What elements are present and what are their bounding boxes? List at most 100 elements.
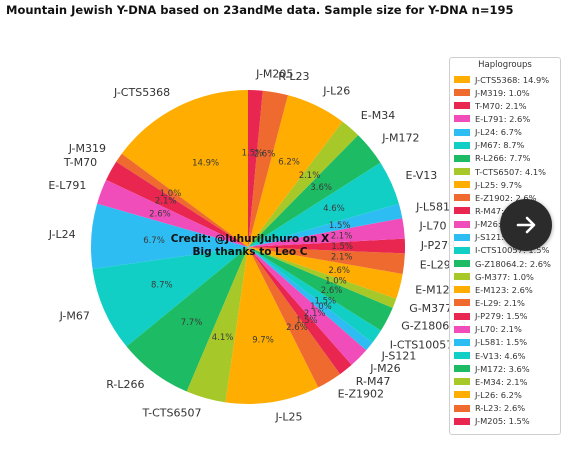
legend-item: J-L581: 1.5% [450,336,560,349]
legend-swatch [454,168,470,176]
legend-label: J-M319: 1.0% [475,87,530,98]
legend-item: E-L29: 2.1% [450,296,560,309]
category-label-e-m34: E-M34 [361,109,395,122]
pie-slice-j-m67 [92,247,248,347]
category-label-r-l266: R-L266 [106,378,144,391]
category-label-j-cts5368: J-CTS5368 [113,86,170,99]
pct-label-r-m47: 1.5% [296,316,318,326]
legend-label: J-M205: 1.5% [475,416,530,427]
pct-label-e-v13: 4.6% [323,204,345,214]
legend-item: E-M123: 2.6% [450,283,560,296]
pie-slice-g-z18064-2 [248,247,393,331]
legend-label: J-L26: 6.2% [475,389,522,400]
pct-label-e-l29: 2.1% [331,253,353,263]
pie-slice-j-m26 [248,247,367,365]
category-label-j-s121: J-S121 [381,350,417,363]
legend-swatch [454,417,470,425]
pct-label-j-cts5368: 14.9% [192,158,219,168]
credit-annotation: Credit: @JuhuriJuhuro on X Big thanks to… [140,233,360,258]
legend-item: E-M34: 2.1% [450,375,560,388]
legend-item: J-L70: 2.1% [450,323,560,336]
pie-slice-j-m319 [116,153,248,247]
legend-item: J-P279: 1.5% [450,310,560,323]
legend-swatch [454,89,470,97]
legend-item: J-CTS5368: 14.9% [450,73,560,86]
legend-item: J-M67: 8.7% [450,139,560,152]
legend-swatch [454,391,470,399]
pct-label-j-l581: 1.5% [329,221,351,231]
pct-label-j-m205: 1.5% [242,148,264,158]
legend-swatch [454,352,470,360]
category-label-e-v13: E-V13 [406,169,438,182]
legend-swatch [454,194,470,202]
category-label-g-m377: G-M377 [409,302,452,315]
pct-label-j-l70: 2.1% [331,231,353,241]
pie-slice-j-l25 [225,247,319,405]
legend-label: T-CTS6507: 4.1% [475,166,547,177]
pct-label-j-l26: 6.2% [278,158,300,168]
legend-item: J-L26: 6.2% [450,388,560,401]
pct-label-g-m377: 1.0% [325,276,347,286]
legend-item: I-CTS10057: 1.5% [450,244,560,257]
category-label-e-l29: E-L29 [420,258,451,271]
legend-item: T-M70: 2.1% [450,99,560,112]
category-label-j-p279: J-P279 [420,239,455,252]
category-label-r-m47: R-M47 [356,375,391,388]
legend-swatch [454,404,470,412]
legend-item: R-L23: 2.6% [450,402,560,415]
legend-label: J-M172: 3.6% [475,363,530,374]
legend-swatch [454,378,470,386]
legend-label: T-M70: 2.1% [475,100,527,111]
pie-slice-e-z1902 [248,247,341,388]
legend-label: E-M34: 2.1% [475,376,528,387]
pct-label-e-l791: 2.6% [149,209,171,219]
category-label-j-l25: J-L25 [275,411,303,424]
pie-slice-j-m172 [248,135,381,247]
pie-slice-j-m205 [248,89,263,247]
category-label-j-m172: J-M172 [381,131,419,144]
pct-label-r-l23: 2.6% [254,150,276,160]
pie-slice-j-cts5368 [121,90,248,247]
pie-slice-r-l266 [126,247,248,392]
next-slide-button[interactable] [500,199,552,251]
pie-slices [90,89,406,405]
legend-item: J-M172: 3.6% [450,362,560,375]
pie-slice-j-l26 [248,95,343,247]
legend-label: J-S121: 1.0% [475,232,528,243]
legend-item: J-S121: 1.0% [450,231,560,244]
category-label-j-m26: J-M26 [369,362,400,375]
pie-slice-g-m377 [248,247,397,308]
pie-slice-j-l581 [248,203,403,247]
pie-slice-e-l29 [248,247,405,274]
pie-slice-r-m47 [248,247,352,375]
legend-swatch [454,273,470,281]
legend-label: E-L791: 2.6% [475,113,531,124]
pie-slice-e-m34 [248,121,359,247]
pie-slice-t-m70 [106,161,248,247]
pie-slice-j-p279 [248,238,406,254]
legend-label: R-L23: 2.6% [475,403,526,414]
legend-label: G-M377: 1.0% [475,271,534,282]
pie-slice-r-l23 [248,90,288,247]
legend-swatch [454,128,470,136]
category-label-t-m70: T-M70 [63,156,97,169]
legend-swatch [454,207,470,215]
category-label-j-l24: J-L24 [48,228,76,241]
legend-label: J-P279: 1.5% [475,311,528,322]
category-label-r-l23: R-L23 [278,70,309,83]
pie-slice-e-l791 [97,179,248,247]
legend-label: R-M47: 1.5% [475,205,528,216]
legend-label: J-L25: 9.7% [475,179,522,190]
legend-label: R-L266: 7.7% [475,153,531,164]
legend-label: J-L24: 6.7% [475,127,522,138]
legend-label: J-M26: 2.1% [475,219,524,230]
category-label-j-m205: J-M205 [255,68,293,81]
pct-label-i-cts10057: 1.5% [314,296,336,306]
legend-label: J-L581: 1.5% [475,337,528,348]
legend-item: G-Z18064.2: 2.6% [450,257,560,270]
legend-title: Haplogroups [478,60,532,70]
legend-item: J-L25: 9.7% [450,178,560,191]
legend-item: R-M47: 1.5% [450,204,560,217]
category-label-j-m67: J-M67 [59,310,90,323]
